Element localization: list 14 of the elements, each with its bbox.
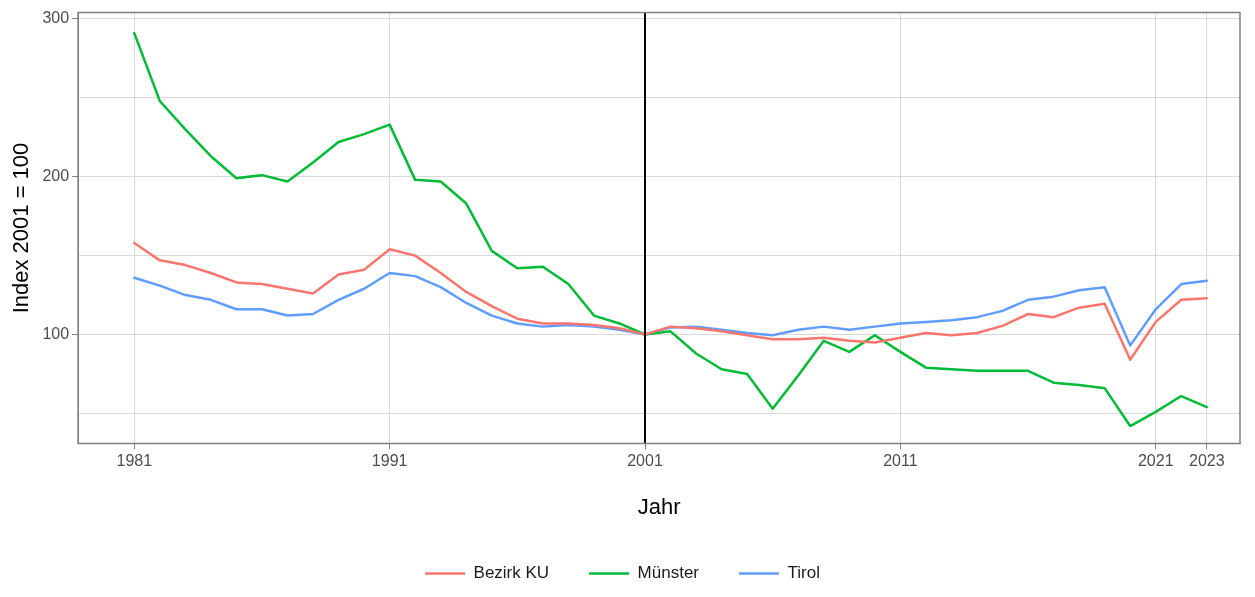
y-tick-label: 200 — [42, 167, 70, 185]
legend-label: Münster — [637, 563, 700, 583]
legend-label: Bezirk KU — [473, 563, 550, 583]
x-tick-label: 1991 — [371, 452, 408, 470]
x-tick-label: 1981 — [116, 452, 153, 470]
x-tick-label: 2001 — [627, 452, 663, 470]
y-axis-title: Index 2001 = 100 — [8, 142, 34, 314]
y-tick-label: 100 — [42, 324, 70, 342]
x-axis-title: Jahr — [637, 493, 681, 519]
x-tick-label: 2021 — [1137, 452, 1174, 470]
legend-label: Tirol — [787, 563, 820, 583]
x-tick-label: 2023 — [1189, 452, 1225, 470]
y-tick-label: 300 — [42, 9, 70, 27]
x-tick-label: 2011 — [883, 452, 918, 470]
